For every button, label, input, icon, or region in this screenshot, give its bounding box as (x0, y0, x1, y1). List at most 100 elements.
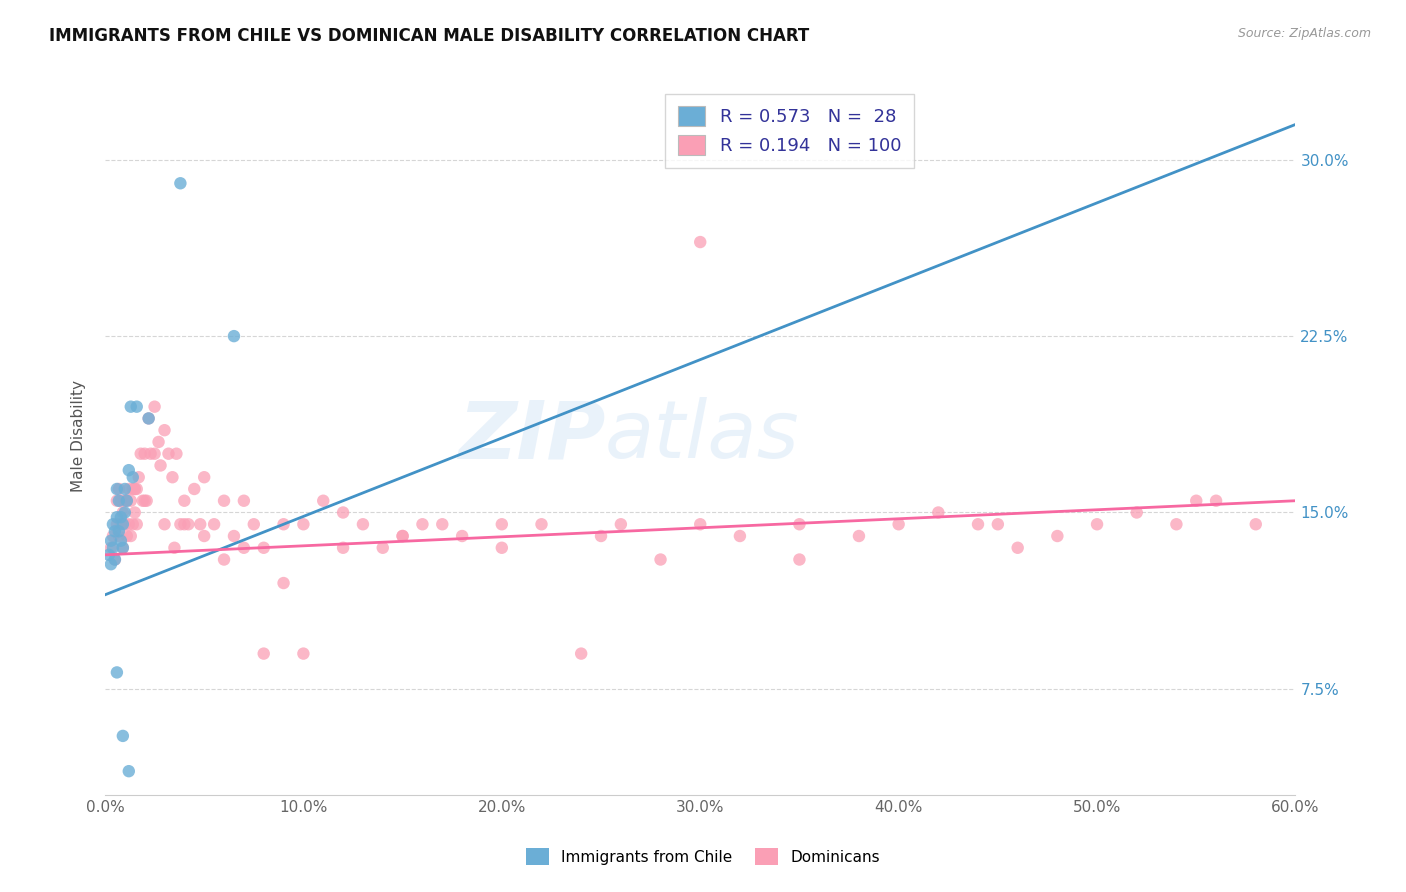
Point (114, 493, 136, 508)
Point (108, 529, 131, 543)
Point (193, 470, 215, 484)
Point (121, 470, 143, 484)
Point (111, 541, 134, 555)
Point (273, 576, 295, 591)
Point (1205, 493, 1227, 508)
Point (115, 493, 138, 508)
Point (118, 482, 141, 496)
Point (212, 493, 235, 508)
Point (125, 400, 148, 414)
Point (967, 517, 990, 532)
Point (253, 647, 276, 661)
Point (115, 493, 138, 508)
Point (163, 541, 186, 555)
Point (104, 524, 127, 539)
Point (292, 517, 315, 532)
Point (491, 541, 513, 555)
Point (157, 447, 180, 461)
Point (134, 447, 156, 461)
Text: IMMIGRANTS FROM CHILE VS DOMINICAN MALE DISABILITY CORRELATION CHART: IMMIGRANTS FROM CHILE VS DOMINICAN MALE … (49, 27, 810, 45)
Point (139, 447, 162, 461)
Point (232, 541, 254, 555)
Text: atlas: atlas (605, 397, 800, 475)
Point (1125, 506, 1147, 520)
Point (848, 529, 870, 543)
Point (105, 665, 128, 680)
Point (610, 517, 633, 532)
Point (110, 533, 132, 548)
Point (1085, 517, 1108, 532)
Point (143, 400, 166, 414)
Point (105, 517, 128, 532)
Point (589, 529, 612, 543)
Point (121, 517, 143, 532)
Point (432, 517, 454, 532)
Point (114, 517, 136, 532)
Point (789, 517, 811, 532)
Point (1046, 529, 1069, 543)
Point (115, 529, 138, 543)
Point (689, 517, 711, 532)
Point (143, 447, 166, 461)
Point (222, 329, 245, 343)
Point (111, 506, 134, 520)
Point (111, 729, 134, 743)
Point (391, 529, 413, 543)
Point (332, 506, 354, 520)
Point (104, 552, 127, 566)
Point (100, 541, 122, 555)
Point (118, 517, 141, 532)
Point (1007, 541, 1029, 555)
Point (169, 517, 191, 532)
Point (114, 482, 136, 496)
Point (108, 524, 131, 539)
Point (1244, 517, 1267, 532)
Point (371, 541, 394, 555)
Y-axis label: Male Disability: Male Disability (72, 380, 86, 492)
Point (332, 541, 354, 555)
Point (222, 529, 245, 543)
Point (134, 493, 156, 508)
Point (108, 482, 131, 496)
Legend: Immigrants from Chile, Dominicans: Immigrants from Chile, Dominicans (520, 842, 886, 871)
Point (650, 552, 672, 566)
Point (138, 411, 160, 425)
Point (183, 482, 205, 496)
Point (131, 493, 153, 508)
Point (232, 493, 254, 508)
Point (104, 552, 127, 566)
Point (128, 470, 150, 484)
Point (97, 548, 120, 562)
Point (100, 558, 122, 572)
Point (451, 529, 474, 543)
Point (118, 463, 141, 477)
Point (101, 541, 124, 555)
Point (110, 510, 132, 524)
Point (125, 482, 148, 496)
Point (149, 458, 172, 473)
Point (148, 434, 170, 449)
Point (411, 517, 433, 532)
Point (124, 482, 146, 496)
Point (173, 517, 195, 532)
Point (124, 506, 146, 520)
Point (530, 517, 553, 532)
Point (101, 529, 124, 543)
Point (273, 517, 295, 532)
Point (162, 470, 184, 484)
Point (292, 647, 315, 661)
Point (121, 482, 143, 496)
Text: Source: ZipAtlas.com: Source: ZipAtlas.com (1237, 27, 1371, 40)
Point (105, 510, 128, 524)
Point (124, 482, 146, 496)
Point (111, 541, 134, 555)
Point (165, 447, 187, 461)
Point (987, 517, 1010, 532)
Point (689, 235, 711, 249)
Point (153, 423, 176, 437)
Point (100, 533, 122, 548)
Point (491, 517, 513, 532)
Point (120, 493, 142, 508)
Point (352, 517, 374, 532)
Point (927, 506, 949, 520)
